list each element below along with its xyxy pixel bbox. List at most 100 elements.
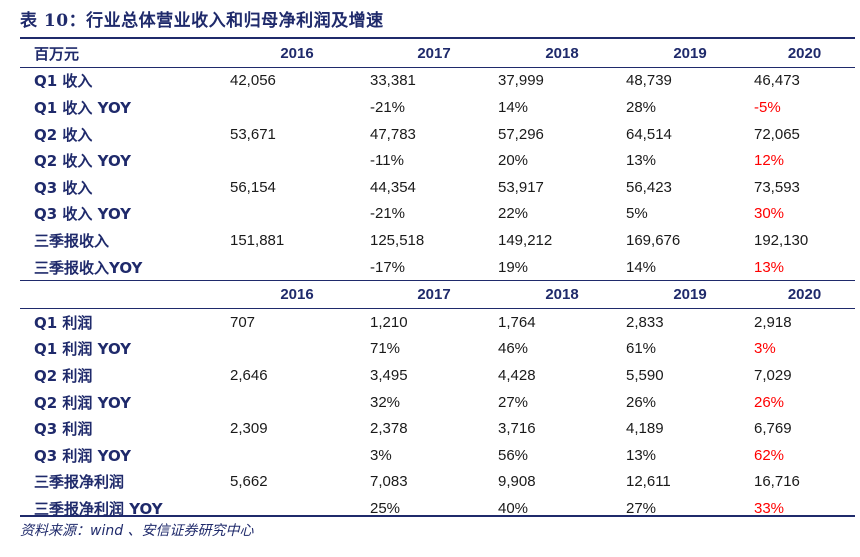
cell-value: 33,381 [370, 72, 416, 90]
cell-value [224, 147, 370, 174]
cell-value: 46,473 [754, 72, 800, 90]
cell-value: -17% [370, 258, 406, 276]
cell-value: 9,908 [498, 473, 536, 491]
cell-value: 2,309 [230, 420, 268, 438]
cell-value: -21% [370, 98, 406, 116]
row-label: 三季报净利润 YOY [34, 499, 163, 518]
cell-value: 22% [498, 205, 529, 223]
row-label: Q2 利润 YOY [34, 393, 132, 412]
table-row: Q3 收入 YOY -21% 22% 5% 30% [20, 201, 855, 228]
table-row: Q1 利润 YOY 71% 46% 61% 3% [20, 336, 855, 363]
cell-value: 707 [230, 313, 256, 331]
year-header: 2016 [224, 40, 370, 68]
cell-value: 12,611 [626, 473, 671, 491]
year-header: 2018 [498, 40, 626, 68]
cell-value: 3,716 [498, 420, 536, 438]
cell-value: 53,671 [230, 125, 276, 143]
table-row: Q1 利润 707 1,210 1,764 2,833 2,918 [20, 308, 855, 335]
cell-value: 61% [626, 340, 657, 358]
cell-value: 56% [498, 446, 529, 464]
year-header: 2018 [498, 280, 626, 309]
cell-value: 25% [370, 499, 401, 517]
row-label: Q1 收入 [34, 72, 93, 91]
cell-value: 2,918 [754, 313, 792, 331]
header-row: 百万元 2016 2017 2018 2019 2020 [20, 40, 855, 68]
cell-value: 53,917 [498, 178, 544, 196]
row-label: Q1 利润 [34, 313, 93, 332]
row-label: 三季报收入YOY [34, 258, 143, 277]
row-label: Q3 收入 [34, 178, 93, 197]
year-header: 2020 [754, 40, 855, 68]
cell-value [224, 389, 370, 416]
table-row: 三季报净利润 YOY 25% 40% 27% 33% [20, 495, 855, 522]
cell-value: 149,212 [498, 231, 553, 249]
table-row: Q2 利润 YOY 32% 27% 26% 26% [20, 389, 855, 416]
cell-value: 27% [498, 393, 529, 411]
cell-value: 56,423 [626, 178, 672, 196]
cell-value: 30% [754, 205, 785, 223]
top-rule [20, 37, 855, 39]
cell-value: 20% [498, 152, 529, 170]
header-label [20, 280, 224, 309]
cell-value: 71% [370, 340, 401, 358]
cell-value: 2,646 [230, 366, 268, 384]
cell-value: -5% [754, 98, 781, 116]
table-row: 三季报收入 151,881 125,518 149,212 169,676 192,130 [20, 227, 855, 254]
cell-value: 4,428 [498, 366, 536, 384]
row-label: Q2 收入 YOY [34, 152, 132, 171]
cell-value: 73,593 [754, 178, 800, 196]
cell-value: 46% [498, 340, 529, 358]
row-label: 三季报收入 [34, 231, 110, 250]
table-row: 三季报收入YOY -17% 19% 14% 13% [20, 254, 855, 281]
cell-value [224, 442, 370, 469]
cell-value: 26% [626, 393, 657, 411]
row-label: Q3 利润 [34, 420, 93, 439]
cell-value: 13% [626, 152, 657, 170]
cell-value: 151,881 [230, 231, 285, 249]
header-label: 百万元 [20, 40, 224, 68]
cell-value: 125,518 [370, 231, 425, 249]
cell-value: 40% [498, 499, 529, 517]
cell-value: 27% [626, 499, 657, 517]
cell-value: 57,296 [498, 125, 544, 143]
year-header: 2020 [754, 280, 855, 309]
cell-value: 13% [754, 258, 785, 276]
cell-value: 37,999 [498, 72, 544, 90]
cell-value: 12% [754, 152, 785, 170]
cell-value: 42,056 [230, 72, 276, 90]
year-header: 2017 [370, 40, 498, 68]
cell-value: 1,764 [498, 313, 536, 331]
cell-value: 169,676 [626, 231, 681, 249]
cell-value: 2,378 [370, 420, 408, 438]
table-row: Q1 收入 YOY -21% 14% 28% -5% [20, 94, 855, 121]
cell-value: 6,769 [754, 420, 792, 438]
cell-value: 3% [754, 340, 776, 358]
cell-value: 7,083 [370, 473, 408, 491]
cell-value [224, 336, 370, 363]
table-row: Q3 利润 2,309 2,378 3,716 4,189 6,769 [20, 415, 855, 442]
table-row: 三季报净利润 5,662 7,083 9,908 12,611 16,716 [20, 469, 855, 496]
cell-value: 14% [626, 258, 657, 276]
cell-value [224, 201, 370, 228]
cell-value: 19% [498, 258, 529, 276]
row-label: Q1 利润 YOY [34, 340, 132, 359]
header-row: 2016 2017 2018 2019 2020 [20, 280, 855, 309]
table-body: 百万元 2016 2017 2018 2019 2020 Q1 收入 42,056 33,381… [20, 40, 855, 522]
row-label: Q3 收入 YOY [34, 205, 132, 224]
cell-value: 4,189 [626, 420, 664, 438]
cell-value: 3,495 [370, 366, 408, 384]
cell-value: -11% [370, 152, 404, 170]
row-label: Q3 利润 YOY [34, 446, 132, 465]
cell-value [224, 495, 370, 522]
cell-value [224, 254, 370, 281]
cell-value: 13% [626, 446, 657, 464]
row-label: Q1 收入 YOY [34, 98, 132, 117]
table-row: Q1 收入 42,056 33,381 37,999 48,739 46,473 [20, 67, 855, 94]
cell-value: 16,716 [754, 473, 800, 491]
year-header: 2019 [626, 280, 754, 309]
cell-value: 192,130 [754, 231, 809, 249]
cell-value: 26% [754, 393, 785, 411]
cell-value: 5,590 [626, 366, 664, 384]
source-note: 资料来源：wind 、安信证券研究中心 [20, 523, 254, 539]
financial-table: 百万元 2016 2017 2018 2019 2020 Q1 收入 42,056 33,381… [20, 40, 855, 522]
